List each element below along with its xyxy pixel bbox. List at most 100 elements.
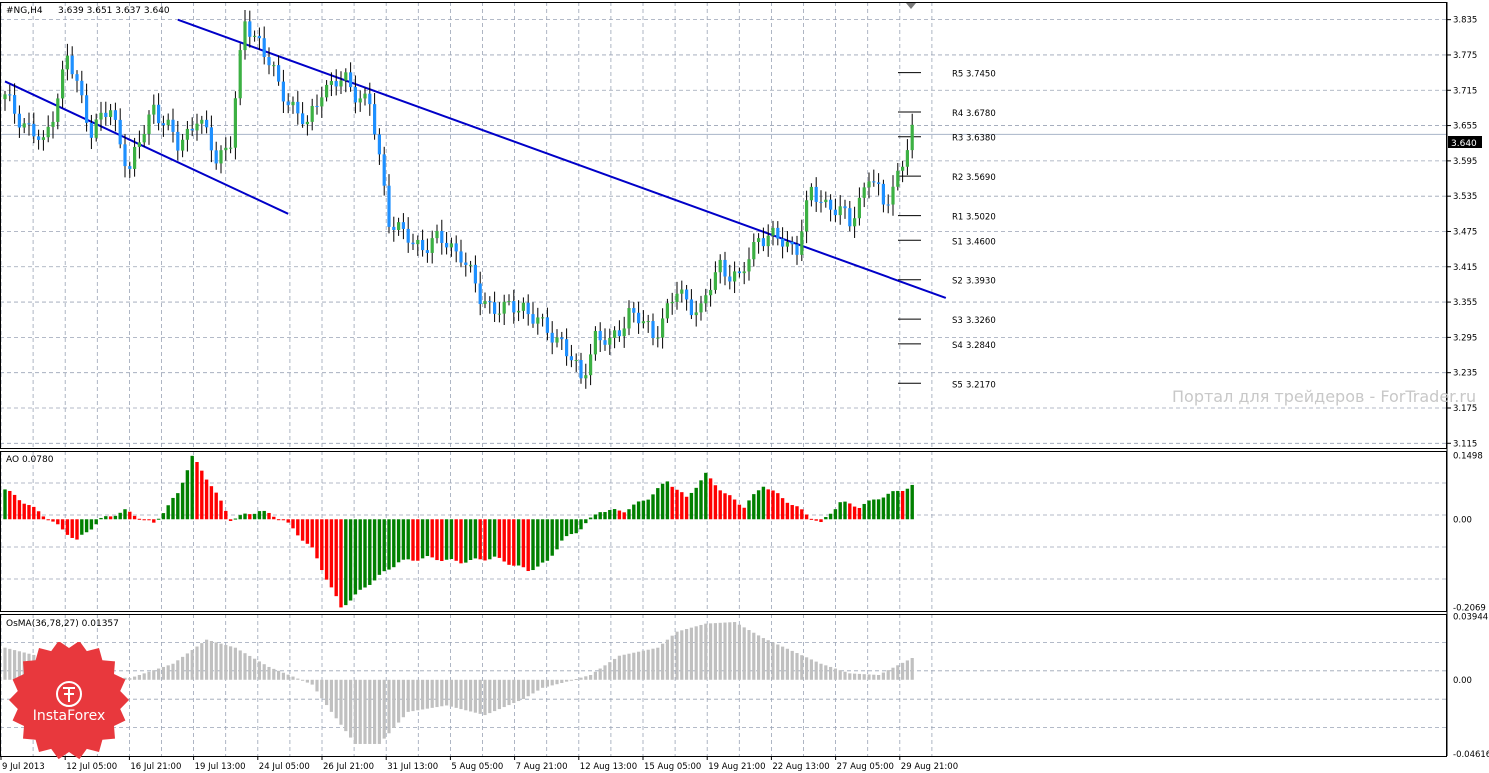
candle-body[interactable] (718, 259, 722, 273)
candle-body[interactable] (22, 123, 26, 128)
candle-body[interactable] (296, 101, 300, 114)
candle-body[interactable] (377, 134, 381, 155)
shift-marker-icon[interactable] (906, 3, 916, 9)
candle-body[interactable] (181, 139, 185, 151)
candle-body[interactable] (190, 128, 194, 131)
candle-body[interactable] (142, 133, 146, 143)
candle-body[interactable] (46, 126, 50, 138)
candle-body[interactable] (205, 119, 209, 128)
candle-body[interactable] (41, 137, 45, 140)
candle-body[interactable] (464, 262, 468, 265)
candle-body[interactable] (665, 303, 669, 319)
candle-body[interactable] (646, 321, 650, 323)
candle-body[interactable] (406, 228, 410, 243)
candle-body[interactable] (795, 244, 799, 255)
candle-body[interactable] (272, 65, 276, 67)
candle-body[interactable] (901, 166, 905, 171)
candle-body[interactable] (397, 222, 401, 230)
candle-body[interactable] (8, 94, 12, 96)
candle-body[interactable] (685, 289, 689, 300)
candle-body[interactable] (517, 310, 521, 313)
candle-body[interactable] (867, 181, 871, 188)
candle-body[interactable] (757, 238, 761, 243)
candle-body[interactable] (56, 98, 60, 122)
candle-body[interactable] (613, 330, 617, 338)
candle-body[interactable] (320, 97, 324, 107)
candle-body[interactable] (608, 337, 612, 345)
candlestick-series[interactable] (3, 10, 914, 389)
candle-body[interactable] (555, 337, 559, 343)
candle-body[interactable] (70, 55, 74, 75)
candle-body[interactable] (75, 74, 79, 81)
candle-body[interactable] (761, 238, 765, 247)
candle-body[interactable] (435, 230, 439, 239)
candle-body[interactable] (454, 243, 458, 252)
candle-body[interactable] (99, 112, 103, 120)
candle-body[interactable] (598, 330, 602, 341)
candle-body[interactable] (109, 110, 113, 117)
candle-body[interactable] (277, 65, 281, 82)
candle-body[interactable] (325, 84, 329, 98)
candle-body[interactable] (829, 199, 833, 210)
candle-body[interactable] (728, 276, 732, 282)
candle-body[interactable] (224, 147, 228, 151)
candle-body[interactable] (622, 328, 626, 337)
candle-body[interactable] (521, 302, 525, 311)
candle-body[interactable] (133, 146, 137, 169)
candle-body[interactable] (301, 113, 305, 125)
candle-body[interactable] (805, 200, 809, 232)
candle-body[interactable] (881, 183, 885, 205)
candle-body[interactable] (363, 93, 367, 99)
candle-body[interactable] (243, 21, 247, 51)
candle-body[interactable] (368, 93, 372, 105)
candle-body[interactable] (152, 104, 156, 115)
candle-body[interactable] (344, 72, 348, 81)
candle-body[interactable] (833, 209, 837, 216)
candle-body[interactable] (723, 259, 727, 277)
candle-body[interactable] (310, 105, 314, 122)
candle-body[interactable] (488, 301, 492, 303)
candle-body[interactable] (905, 150, 909, 167)
candle-body[interactable] (373, 104, 377, 135)
candle-body[interactable] (737, 271, 741, 274)
candle-body[interactable] (238, 50, 242, 99)
candle-body[interactable] (253, 35, 257, 37)
candle-body[interactable] (896, 170, 900, 187)
candle-body[interactable] (123, 144, 127, 167)
candle-body[interactable] (229, 147, 233, 149)
candle-body[interactable] (752, 242, 756, 260)
candle-body[interactable] (781, 238, 785, 247)
candle-body[interactable] (291, 101, 295, 106)
candle-body[interactable] (641, 321, 645, 324)
candle-body[interactable] (61, 69, 65, 99)
candle-body[interactable] (814, 186, 818, 202)
candle-body[interactable] (877, 182, 881, 184)
candle-body[interactable] (819, 201, 823, 203)
candle-body[interactable] (440, 230, 444, 243)
candle-body[interactable] (891, 186, 895, 205)
candle-body[interactable] (334, 81, 338, 87)
candle-body[interactable] (627, 308, 631, 329)
candle-body[interactable] (200, 119, 204, 124)
candle-body[interactable] (872, 181, 876, 183)
candle-body[interactable] (387, 185, 391, 227)
candle-body[interactable] (694, 312, 698, 316)
candle-body[interactable] (80, 80, 84, 96)
candle-body[interactable] (65, 55, 69, 70)
candle-body[interactable] (113, 110, 117, 120)
candle-body[interactable] (632, 308, 636, 313)
candle-body[interactable] (32, 123, 36, 137)
candle-body[interactable] (137, 142, 141, 147)
candle-body[interactable] (531, 314, 535, 324)
candle-body[interactable] (421, 239, 425, 251)
candle-body[interactable] (358, 98, 362, 103)
candle-body[interactable] (267, 56, 271, 66)
candle-body[interactable] (689, 299, 693, 316)
candle-body[interactable] (771, 227, 775, 236)
candle-body[interactable] (502, 301, 506, 314)
candle-body[interactable] (161, 123, 165, 126)
candle-body[interactable] (790, 241, 794, 245)
candle-body[interactable] (425, 250, 429, 253)
candle-body[interactable] (747, 259, 751, 272)
candle-body[interactable] (800, 231, 804, 255)
